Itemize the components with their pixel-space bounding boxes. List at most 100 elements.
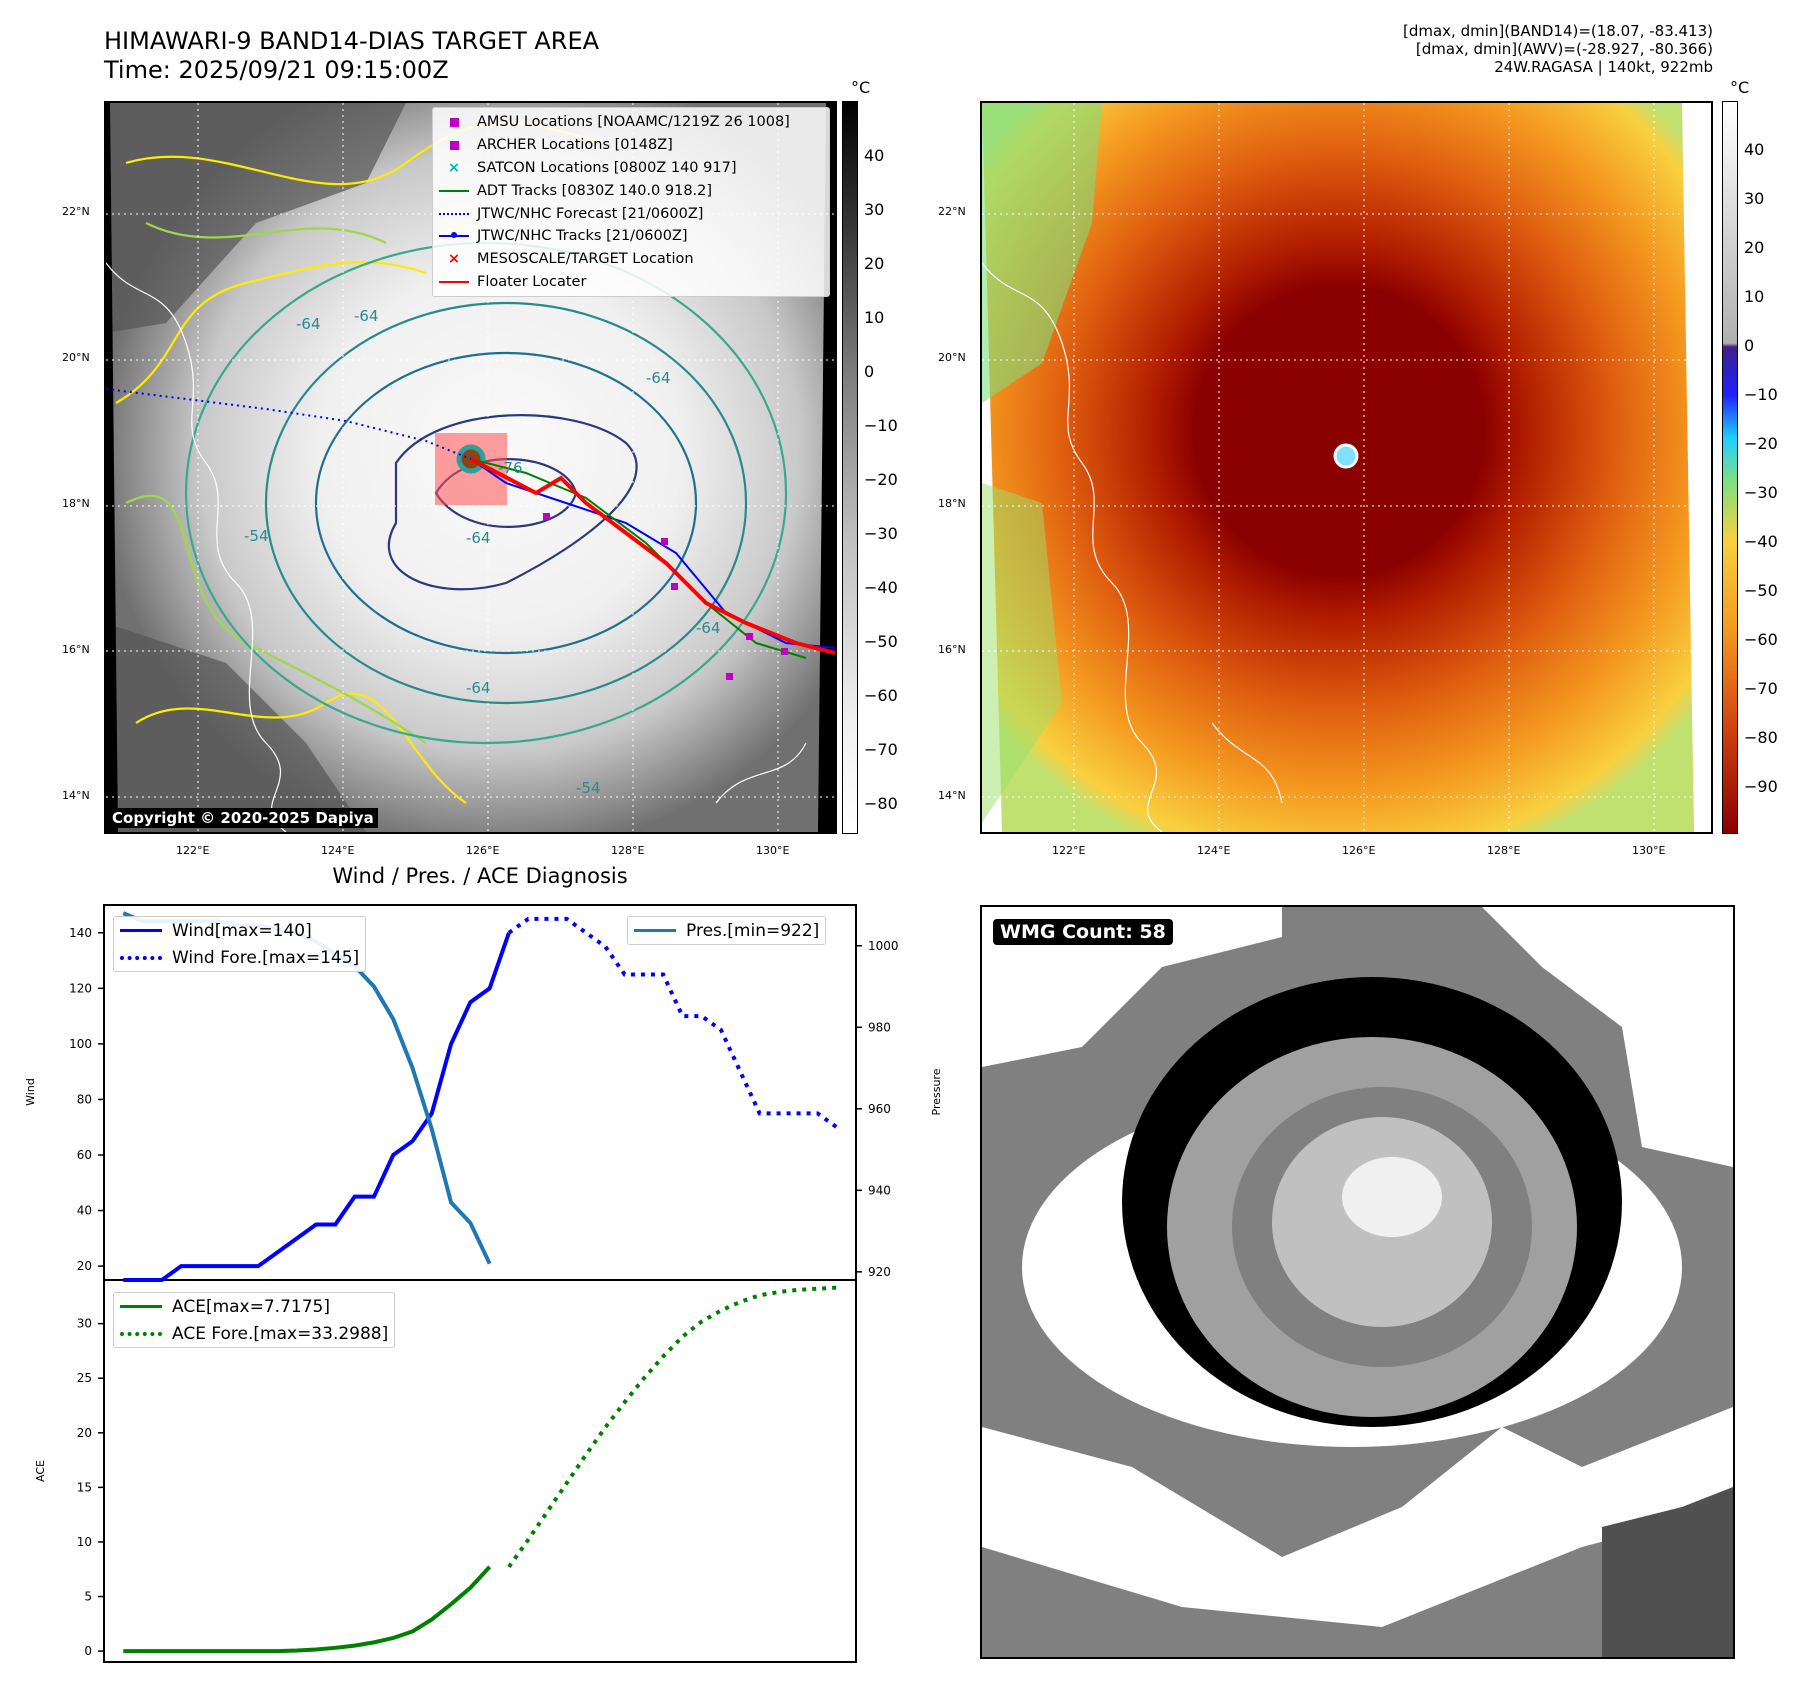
ace-tick-label: 0 [84, 1644, 92, 1658]
colorbar-tick-label: −10 [864, 416, 898, 435]
wind-tick-label: 100 [69, 1037, 92, 1051]
map-edge-right [1682, 103, 1711, 832]
solid-line-icon [120, 1305, 162, 1308]
grid-lines [982, 103, 1711, 832]
colorbar-tick-label: 10 [1744, 287, 1765, 306]
wmg-panel: WMG Count: 58 [980, 905, 1735, 1659]
legend-item-amsu: AMSU Locations [NOAAMC/1219Z 26 1008] [433, 111, 829, 134]
colorbar-tick-label: 30 [1744, 189, 1765, 208]
lat-label: 20°N [938, 351, 966, 364]
lat-label: 18°N [938, 497, 966, 510]
ace-forecast-series-line [507, 1285, 837, 1569]
color-map-svg [982, 103, 1711, 832]
colorbar-tick-label: −80 [864, 794, 898, 813]
colorbar-tick-label: −50 [1744, 581, 1778, 600]
ace-plot-frame [103, 1279, 857, 1663]
color-colorbar-unit: °C [1730, 78, 1750, 97]
colorbar-tick-label: 40 [1744, 140, 1765, 159]
pressure-legend: Pres.[min=922] [627, 916, 827, 945]
lat-label: 20°N [62, 351, 90, 364]
lat-label: 14°N [62, 789, 90, 802]
ace-tick-label: 15 [77, 1480, 92, 1494]
ace-axis-label: ACE [34, 1460, 47, 1482]
legend-item-satcon: × SATCON Locations [0800Z 140 917] [433, 157, 829, 180]
gray-colorbar-unit: °C [851, 78, 871, 97]
dotted-line-icon [439, 212, 469, 215]
colorbar-tick-label: 0 [864, 362, 875, 381]
wind-ticks: 20 40 60 80 100 120 140 [69, 926, 104, 1273]
map-legend: AMSU Locations [NOAAMC/1219Z 26 1008] AR… [432, 107, 830, 298]
colorbar-tick-label: −20 [1744, 434, 1778, 453]
floater-track [470, 457, 835, 655]
lat-label: 22°N [62, 205, 90, 218]
lon-label: 124°E [1197, 844, 1231, 857]
lat-label: 16°N [938, 643, 966, 656]
wmg-svg [982, 907, 1733, 1657]
legend-item-forecast: JTWC/NHC Forecast [21/0600Z] [433, 202, 829, 225]
lon-label: 122°E [1052, 844, 1086, 857]
copyright-label: Copyright © 2020-2025 Dapiya [108, 808, 378, 828]
ir-map-panel: -64 -64 -64 -76 -64 -54 -64 -64 -54 AMSU… [104, 101, 837, 834]
colorbar-tick-label: 40 [864, 146, 885, 165]
lon-label: 130°E [756, 844, 790, 857]
colorbar-tick-label: 0 [1744, 336, 1755, 355]
coastline [982, 262, 1283, 832]
legend-item-wind: Wind[max=140] [114, 917, 365, 944]
pressure-tick-label: 940 [868, 1183, 891, 1197]
temperature-contours [115, 121, 788, 804]
dark-cloud-nw [106, 103, 406, 333]
dotted-line-icon [120, 955, 162, 960]
colorbar-tick-label: −30 [864, 524, 898, 543]
contour-label: -76 [498, 459, 523, 477]
wind-tick-label: 40 [77, 1204, 92, 1218]
colorbar-tick-label: 20 [1744, 238, 1765, 257]
lon-label: 130°E [1632, 844, 1666, 857]
x-marker-icon: × [447, 251, 461, 268]
coastline [106, 262, 807, 832]
contour-label: -64 [696, 619, 721, 637]
jtwc-track [470, 458, 835, 649]
ace-legend: ACE[max=7.7175] ACE Fore.[max=33.2988] [113, 1292, 396, 1348]
page-title: HIMAWARI-9 BAND14-DIAS TARGET AREA Time:… [104, 27, 599, 85]
legend-item-wind-forecast: Wind Fore.[max=145] [114, 944, 365, 971]
line-marker-icon [439, 280, 469, 283]
colorbar-tick-label: −20 [864, 470, 898, 489]
solid-line-icon [120, 929, 162, 932]
map-edge-left [106, 103, 118, 832]
info-line1: [dmax, dmin](BAND14)=(18.07, -83.413) [1402, 22, 1713, 40]
wind-legend: Wind[max=140] Wind Fore.[max=145] [113, 916, 367, 972]
amsu-markers [543, 513, 788, 680]
colorbar-tick-label: −40 [864, 578, 898, 597]
legend-item-jtwc: JTWC/NHC Tracks [21/0600Z] [433, 225, 829, 248]
contour-label: -64 [466, 529, 491, 547]
warm-area-nw [982, 103, 1102, 403]
title-line1: HIMAWARI-9 BAND14-DIAS TARGET AREA [104, 27, 600, 55]
series-lines [122, 911, 838, 1654]
info-line3: 24W.RAGASA | 140kt, 922mb [1494, 58, 1713, 76]
wind-forecast-series-line [507, 916, 838, 1129]
pressure-tick-label: 980 [868, 1020, 891, 1034]
wmg-count-badge: WMG Count: 58 [993, 919, 1173, 945]
pressure-tick-label: 1000 [868, 939, 899, 953]
ace-tick-label: 25 [77, 1371, 92, 1385]
contour-label: -54 [576, 779, 601, 797]
ace-tick-label: 30 [77, 1317, 92, 1331]
lat-label: 16°N [62, 643, 90, 656]
lon-label: 126°E [466, 844, 500, 857]
dotted-line-icon [120, 1331, 162, 1336]
ace-tick-label: 10 [77, 1535, 92, 1549]
colorbar-tick-label: −80 [1744, 728, 1778, 747]
wind-series-line [123, 932, 511, 1282]
diag-title: Wind / Pres. / ACE Diagnosis [332, 864, 628, 888]
color-colorbar [1722, 101, 1738, 834]
legend-item-adt: ADT Tracks [0830Z 140.0 918.2] [433, 179, 829, 202]
dark-cloud-sw [106, 623, 366, 832]
colorbar-tick-label: 20 [864, 254, 885, 273]
ace-ticks: 0 5 10 15 20 25 30 [77, 1317, 104, 1658]
colorbar-tick-label: −30 [1744, 483, 1778, 502]
solid-line-icon [634, 929, 676, 932]
ace-tick-label: 5 [84, 1590, 92, 1604]
wmg-white-band [982, 1407, 1733, 1627]
legend-item-target: × MESOSCALE/TARGET Location [433, 248, 829, 271]
